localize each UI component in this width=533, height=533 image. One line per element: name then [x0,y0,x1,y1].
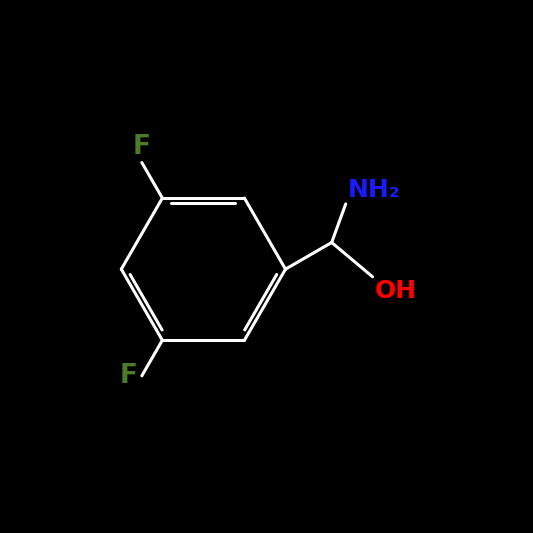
Text: OH: OH [375,279,417,303]
Text: NH₂: NH₂ [348,178,400,202]
Text: F: F [133,134,151,160]
Text: F: F [120,363,138,389]
